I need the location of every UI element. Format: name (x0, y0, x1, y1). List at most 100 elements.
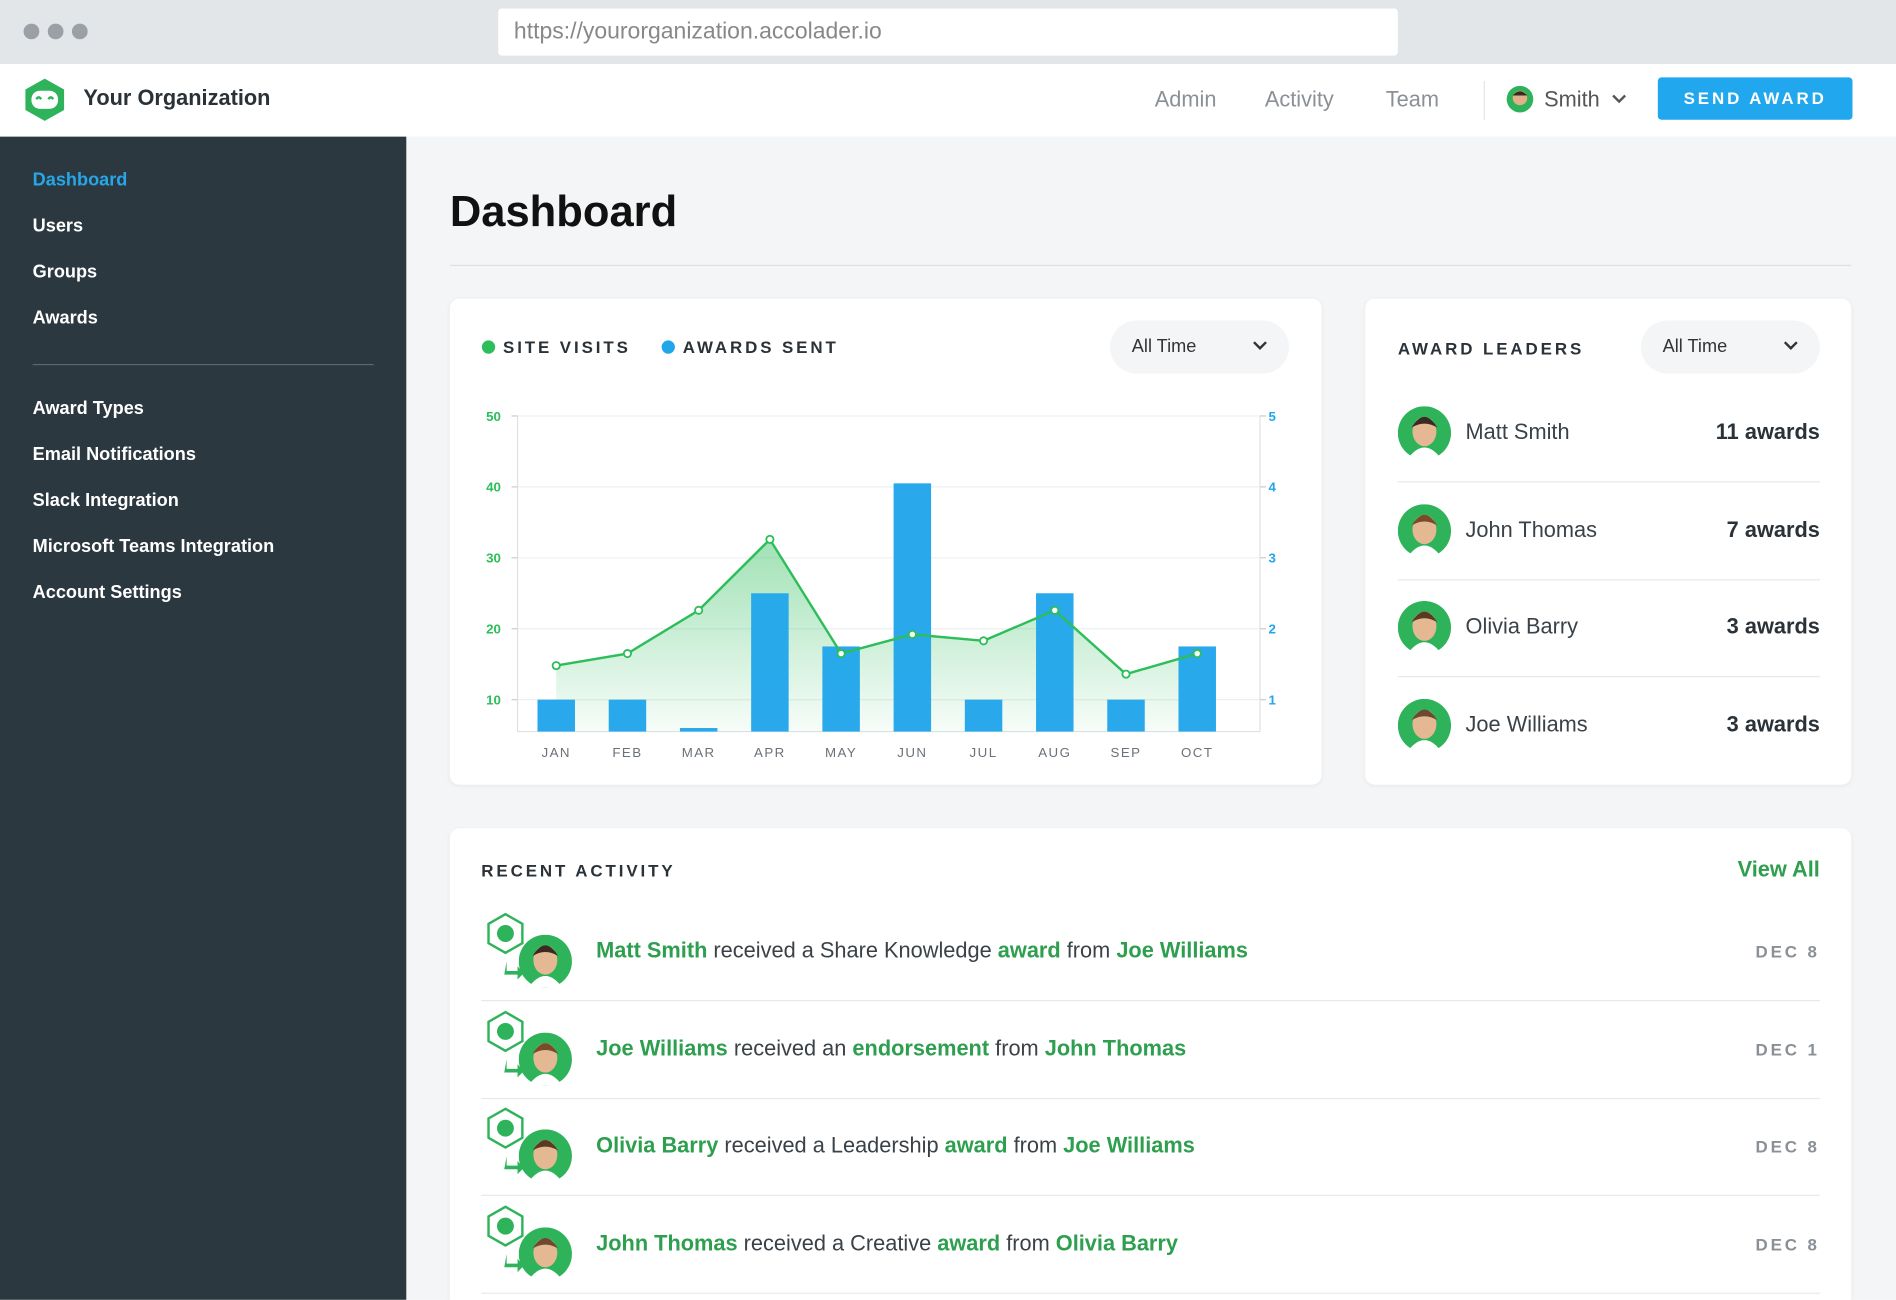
send-award-button[interactable]: SEND AWARD (1657, 77, 1853, 120)
sidebar-link[interactable]: Account Settings (32, 582, 182, 603)
icon-center (496, 925, 514, 942)
award-icon (487, 1204, 524, 1247)
nav-link[interactable]: Activity (1264, 87, 1334, 112)
leader-name: John Thomas (1465, 517, 1598, 542)
sidebar-link[interactable]: Dashboard (32, 169, 128, 191)
url: https://yourorganization.accolader.io (513, 19, 882, 45)
legend-label: SITE VISITS (503, 338, 631, 357)
activity-link[interactable]: award (944, 1133, 1008, 1158)
row-divider (481, 1000, 1820, 1002)
avatar (1397, 406, 1452, 460)
title-divider (449, 264, 1852, 267)
filter-label: All Time (1662, 336, 1728, 357)
logo (25, 78, 65, 121)
avatar (1397, 503, 1452, 558)
activity-link[interactable]: endorsement (852, 1035, 990, 1060)
avatar-hair (532, 1140, 559, 1151)
activity-sender[interactable]: John Thomas (1044, 1035, 1187, 1060)
activity-text: received a Creative (743, 1230, 932, 1255)
bar (822, 646, 860, 732)
url-box[interactable]: https://yourorganization.accolader.io (498, 8, 1398, 56)
bar (751, 593, 789, 732)
bar (679, 728, 718, 732)
row-divider (1397, 578, 1820, 581)
icon-center (496, 1022, 514, 1040)
x-tick-label: JUN (897, 745, 927, 760)
bar (893, 483, 932, 732)
x-tick-label: MAY (825, 745, 857, 760)
row-divider (1397, 481, 1820, 483)
activity-from: from (1066, 938, 1111, 963)
leader-name: Olivia Barry (1465, 614, 1579, 639)
x-tick-label: JUL (970, 745, 998, 760)
activity-recipient[interactable]: Joe Williams (596, 1035, 728, 1060)
sidebar-link[interactable]: Awards (32, 307, 98, 329)
point (1192, 649, 1202, 659)
y2-tick-label: 3 (1268, 551, 1275, 566)
bar (537, 699, 575, 732)
activity-recipient[interactable]: Matt Smith (596, 938, 708, 963)
y-tick-label: 30 (486, 551, 501, 566)
avatar (518, 1226, 572, 1280)
window-dots (23, 23, 88, 40)
activity-link[interactable]: award (937, 1230, 1001, 1255)
bar (964, 699, 1003, 732)
chart-card: All Time 10 20 30 40 50 1 2 3 4 5 JAN FEB MAR APR MAY J… (449, 298, 1322, 785)
chart-filter[interactable]: All Time (1110, 320, 1290, 374)
point (836, 649, 846, 659)
avatar-hair (1411, 514, 1438, 526)
activity-recipient[interactable]: Olivia Barry (596, 1133, 719, 1158)
award-icon (487, 1107, 524, 1149)
avatar-body (528, 975, 563, 988)
point (907, 629, 917, 639)
leader-awards: 11 awards (1715, 419, 1820, 444)
user-name[interactable]: Smith (1544, 87, 1600, 112)
activity-recipient[interactable]: John Thomas (596, 1230, 738, 1255)
sidebar-link[interactable]: Microsoft Teams Integration (32, 536, 275, 557)
avatar-body (1407, 447, 1442, 460)
activity-sender[interactable]: Joe Williams (1116, 938, 1248, 963)
sidebar-link[interactable]: Users (32, 215, 84, 237)
sidebar-link[interactable]: Groups (32, 261, 98, 283)
x-tick-label: APR (754, 745, 786, 760)
view-all-link[interactable]: View All (1737, 857, 1820, 882)
area (556, 539, 1198, 732)
y-tick-label: 50 (486, 409, 501, 424)
chevron (1783, 341, 1798, 350)
y-tick-label: 20 (486, 622, 501, 637)
sidebar-link[interactable]: Email Notifications (32, 444, 196, 465)
row-divider (481, 1292, 1820, 1294)
sidebar-link[interactable]: Award Types (32, 398, 144, 419)
filter-label: All Time (1131, 336, 1197, 357)
avatar-body (528, 1170, 563, 1183)
point (765, 534, 775, 544)
activity-date: DEC 1 (1755, 1039, 1820, 1059)
arrow (504, 1253, 524, 1272)
legend-dot (661, 340, 675, 354)
leader-awards: 3 awards (1726, 712, 1820, 737)
nav-link[interactable]: Admin (1154, 87, 1217, 112)
x-tick-label: JAN (541, 745, 570, 760)
avatar-hair (1411, 612, 1438, 623)
point (551, 661, 561, 671)
nav-link[interactable]: Team (1385, 87, 1439, 112)
icon-center (496, 1217, 514, 1234)
activity-sender[interactable]: Olivia Barry (1055, 1230, 1178, 1255)
browser-bar: https://yourorganization.accolader.io (0, 0, 1896, 65)
chevron (1253, 341, 1267, 350)
activity-text: Joe Williams received an endorsement from Jo… (596, 1036, 1192, 1061)
avatar (1397, 601, 1452, 655)
activity-link[interactable]: award (997, 938, 1061, 963)
y2-tick-label: 4 (1268, 480, 1276, 495)
leaders-filter[interactable]: All Time (1640, 320, 1820, 374)
activity-sender[interactable]: Joe Williams (1063, 1133, 1195, 1158)
arrow (504, 961, 524, 980)
point (694, 605, 704, 615)
activity-text: received a Share Knowledge (713, 938, 992, 963)
sidebar-link[interactable]: Slack Integration (32, 490, 179, 511)
point (622, 649, 632, 659)
y2-tick-label: 5 (1268, 409, 1276, 424)
y2-tick-label: 1 (1268, 692, 1276, 707)
page-title: Dashboard (449, 186, 678, 236)
icon-center (496, 1119, 514, 1137)
